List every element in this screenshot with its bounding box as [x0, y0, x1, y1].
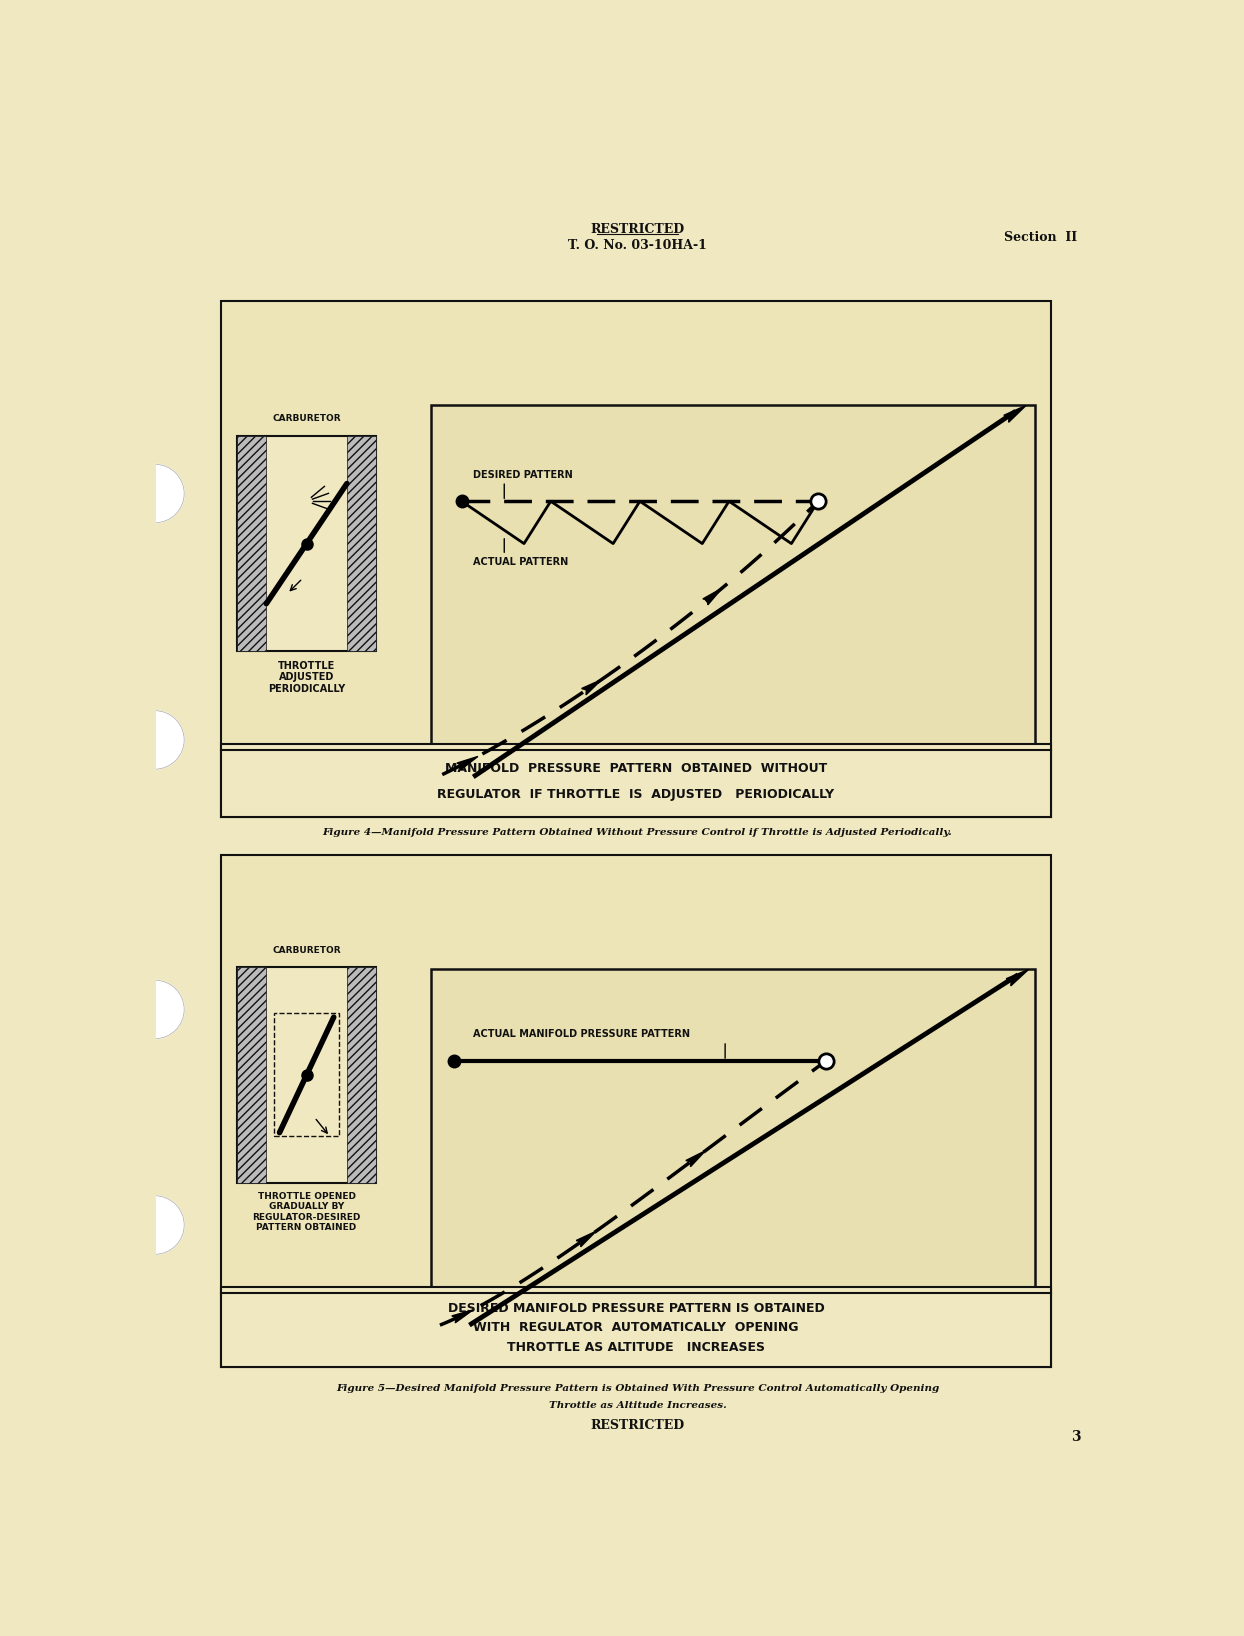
Text: RESTRICTED: RESTRICTED	[591, 1418, 684, 1432]
Bar	[347, 435, 377, 651]
Text: DESIRED PATTERN: DESIRED PATTERN	[473, 470, 573, 479]
Bar	[347, 967, 377, 1183]
Text: WITH  REGULATOR  AUTOMATICALLY  OPENING: WITH REGULATOR AUTOMATICALLY OPENING	[473, 1320, 799, 1333]
Polygon shape	[576, 1232, 596, 1247]
Text: THROTTLE
ADJUSTED
PERIODICALLY: THROTTLE ADJUSTED PERIODICALLY	[267, 661, 346, 694]
Bar	[274, 1013, 340, 1137]
Polygon shape	[703, 589, 722, 605]
Text: REGULATOR  IF THROTTLE  IS  ADJUSTED   PERIODICALLY: REGULATOR IF THROTTLE IS ADJUSTED PERIOD…	[438, 787, 835, 800]
Bar	[430, 969, 1035, 1335]
Polygon shape	[582, 679, 602, 695]
Bar	[430, 406, 1035, 787]
Text: ACTUAL MANIFOLD PRESSURE PATTERN: ACTUAL MANIFOLD PRESSURE PATTERN	[473, 1029, 690, 1039]
Circle shape	[126, 980, 184, 1039]
Text: DESIRED MANIFOLD PRESSURE PATTERN IS OBTAINED: DESIRED MANIFOLD PRESSURE PATTERN IS OBT…	[448, 1302, 825, 1315]
Text: Throttle as Altitude Increases.: Throttle as Altitude Increases.	[549, 1402, 726, 1410]
Bar	[221, 1286, 1051, 1368]
Text: THROTTLE OPENED
GRADUALLY BY
REGULATOR-DESIRED
PATTERN OBTAINED: THROTTLE OPENED GRADUALLY BY REGULATOR-D…	[253, 1193, 361, 1232]
Polygon shape	[452, 1310, 473, 1324]
Text: 3: 3	[1071, 1430, 1081, 1445]
Bar	[221, 301, 1051, 816]
Circle shape	[126, 710, 184, 769]
Bar	[221, 856, 1051, 1368]
Text: CARBURETOR: CARBURETOR	[272, 414, 341, 424]
Polygon shape	[457, 756, 478, 771]
Text: Section  II: Section II	[1004, 231, 1077, 244]
Text: CARBURETOR: CARBURETOR	[272, 946, 341, 955]
Text: RESTRICTED: RESTRICTED	[591, 222, 684, 236]
Text: THROTTLE AS ALTITUDE   INCREASES: THROTTLE AS ALTITUDE INCREASES	[508, 1340, 765, 1353]
Text: Figure 4—Manifold Pressure Pattern Obtained Without Pressure Control if Throttle: Figure 4—Manifold Pressure Pattern Obtai…	[322, 828, 953, 838]
Text: MANIFOLD  PRESSURE  PATTERN  OBTAINED  WITHOUT: MANIFOLD PRESSURE PATTERN OBTAINED WITHO…	[445, 761, 827, 774]
Bar	[236, 967, 377, 1183]
Circle shape	[126, 1196, 184, 1255]
Bar	[236, 435, 266, 651]
Polygon shape	[1004, 406, 1026, 422]
Text: ACTUAL PATTERN: ACTUAL PATTERN	[473, 556, 569, 566]
Circle shape	[126, 465, 184, 524]
Bar	[221, 744, 1051, 816]
Text: T. O. No. 03-10HA-1: T. O. No. 03-10HA-1	[569, 239, 707, 252]
Text: Figure 5—Desired Manifold Pressure Pattern is Obtained With Pressure Control Aut: Figure 5—Desired Manifold Pressure Patte…	[336, 1384, 939, 1392]
Bar	[236, 435, 377, 651]
Polygon shape	[1006, 970, 1029, 987]
Polygon shape	[685, 1150, 705, 1166]
Bar	[236, 967, 266, 1183]
